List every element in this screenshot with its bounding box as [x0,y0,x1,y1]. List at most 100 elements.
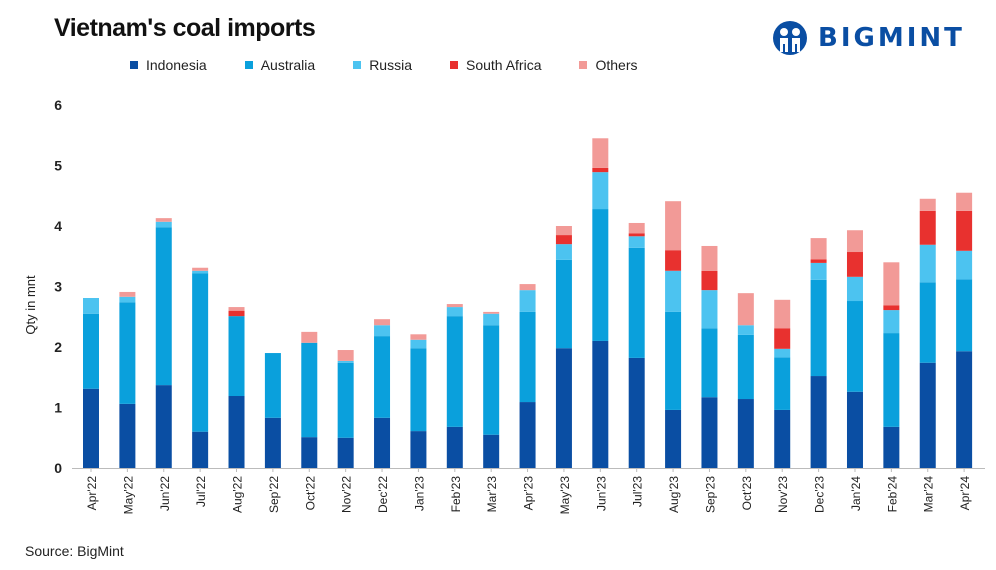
bar-segment-australia [337,362,354,438]
bar-segment-south-africa [701,270,718,291]
bar-segment-australia [83,313,99,389]
bar-segment-russia [155,221,172,228]
bar-segment-indonesia [83,388,99,468]
x-tick-label: Jun'23 [594,476,608,511]
x-tick-label: Sep'23 [703,476,717,513]
logo-text: BIGMINT [818,23,965,53]
bar-segment-russia [446,307,463,317]
bar-segment-indonesia [628,357,645,468]
bar-segment-others [301,331,318,343]
bar-segment-russia [483,313,500,326]
y-tick-label: 4 [54,218,62,234]
legend-item: Others [579,57,638,73]
bar-segment-australia [192,273,209,432]
bar-segment-indonesia [810,376,827,468]
bar-segment-indonesia [301,437,318,468]
bar-segment-indonesia [119,403,136,468]
bar-segment-russia [665,270,682,312]
bar-segment-indonesia [665,409,682,468]
x-tick-label: Oct'22 [303,476,317,511]
bigmint-logo: BIGMINT [772,20,965,56]
x-tick-label: May'23 [558,476,572,515]
bar-segment-indonesia [592,340,609,468]
bar-segment-australia [774,357,791,410]
bar-segment-australia [846,301,863,392]
bar-segment-others [810,238,827,260]
bar-segment-russia [592,172,609,210]
bar-segment-russia [701,290,718,329]
legend-swatch [130,61,138,69]
bar-segment-russia [774,348,791,358]
bar-segment-others [592,138,609,168]
y-axis-label: Qty in mnt [23,275,38,335]
bar-segment-indonesia [846,391,863,468]
bar-segment-others [337,350,354,361]
bar-segment-russia [83,297,99,314]
bar-segment-australia [119,302,136,404]
bar-segment-australia [737,334,754,400]
x-tick-label: Feb'23 [449,476,463,513]
bar-segment-indonesia [446,426,463,468]
bar-segment-south-africa [628,233,645,237]
bar-segment-australia [592,209,609,341]
bar-segment-australia [228,316,245,397]
bar-segment-indonesia [919,362,936,468]
bar-segment-south-africa [774,328,791,349]
legend-label: Australia [260,57,316,73]
bar-segment-others [519,284,536,291]
bar-segment-russia [919,244,936,283]
bar-segment-south-africa [919,210,936,245]
x-tick-label: Nov'22 [340,476,354,513]
x-tick-label: Nov'23 [776,476,790,513]
x-tick-label: Sep'22 [267,476,281,513]
bar-segment-others [228,307,245,311]
bar-segment-others [774,299,791,329]
bar-segment-australia [446,316,463,427]
bar-segment-russia [628,236,645,248]
legend-swatch [353,61,362,69]
bar-segment-others [628,222,645,234]
bar-segment-australia [301,342,318,438]
bar-segment-indonesia [264,417,281,468]
bar-segment-south-africa [883,305,900,311]
legend-item: Indonesia [130,57,207,73]
bar-segment-australia [519,311,536,403]
bar-segment-australia [264,353,281,418]
legend-label: Russia [369,57,412,73]
bar-segment-russia [555,244,572,260]
x-tick-label: Feb'24 [885,476,899,513]
x-tick-label: May'22 [121,476,135,515]
bar-segment-south-africa [846,252,863,277]
bar-segment-others [483,311,500,314]
x-tick-label: Dec'23 [813,476,827,513]
bar-segment-indonesia [228,396,245,468]
legend-swatch [579,61,588,69]
chart-title: Vietnam's coal imports [54,14,316,42]
bar-segment-others [919,198,936,211]
y-tick-label: 6 [54,97,62,113]
bar-segment-others [410,334,427,340]
bar-segment-others [192,267,209,271]
x-tick-label: Aug'23 [667,476,681,513]
legend-swatch [244,61,253,69]
bar-segment-australia [155,227,172,386]
x-tick-label: Aug'22 [231,476,245,513]
bar-segment-russia [737,325,754,335]
bar-segment-russia [810,262,827,280]
legend-item: South Africa [449,57,542,73]
x-tick-label: Jan'23 [412,476,426,511]
legend: Indonesia Australia Russia South Africa Othe… [130,57,676,73]
bar-segment-others [737,293,754,326]
bar-segment-indonesia [155,385,172,468]
legend-swatch [449,61,458,69]
bar-segment-south-africa [810,259,827,263]
legend-label: South Africa [465,57,542,73]
bar-segment-south-africa [228,310,245,317]
bar-segment-others [956,192,973,211]
bar-segment-russia [956,250,973,280]
bar-segment-indonesia [483,434,500,468]
bar-segment-south-africa [956,210,973,251]
bar-segment-russia [374,325,391,337]
x-tick-label: Jun'22 [158,476,172,511]
